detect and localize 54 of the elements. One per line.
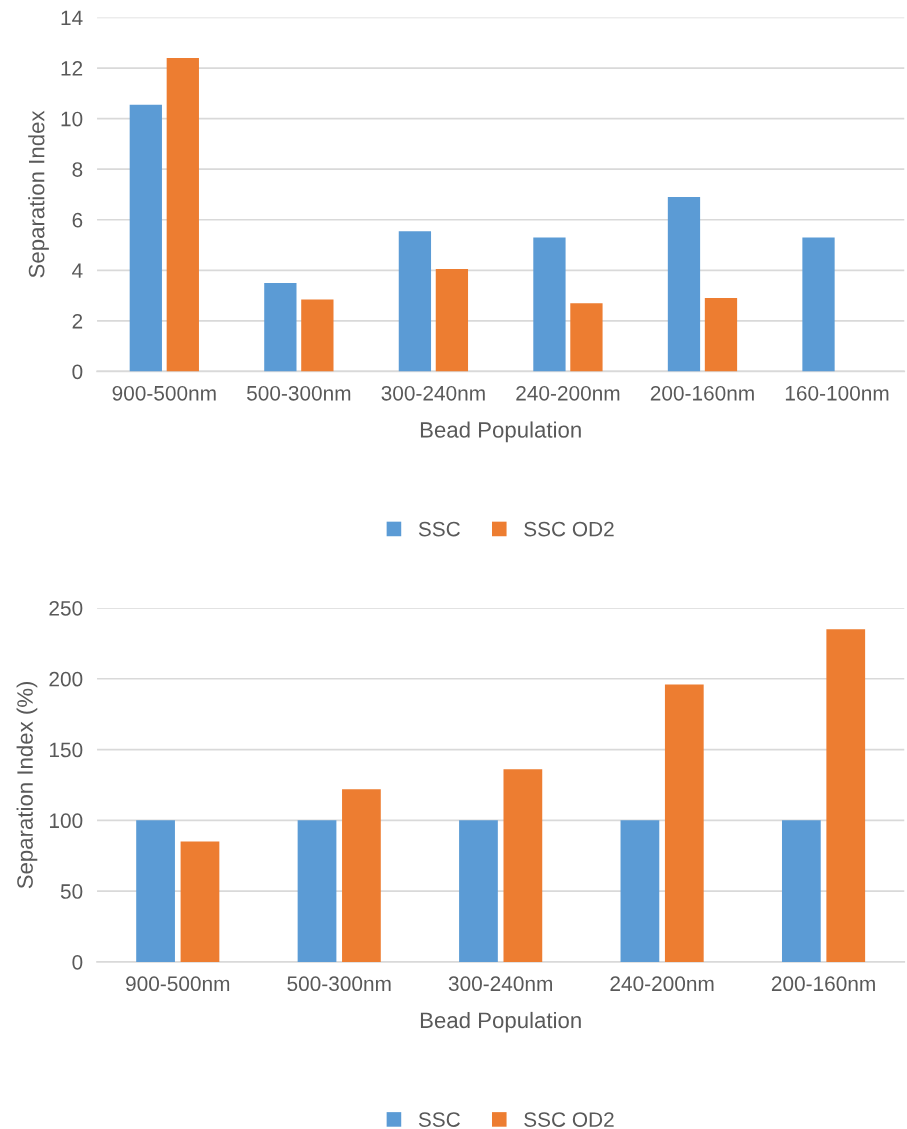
bar bbox=[570, 303, 603, 372]
y-tick-label: 250 bbox=[49, 600, 83, 616]
bar bbox=[398, 231, 432, 372]
bar bbox=[342, 789, 381, 962]
bar bbox=[664, 684, 704, 962]
x-tick-label: 240-200nm bbox=[610, 976, 714, 992]
y-tick-label: 2 bbox=[72, 313, 83, 329]
bar bbox=[129, 104, 162, 372]
x-tick-label: 240-200nm bbox=[516, 385, 620, 401]
x-axis-title: Bead Population bbox=[420, 1011, 581, 1033]
bar bbox=[297, 820, 337, 962]
bar bbox=[459, 820, 498, 962]
bar bbox=[166, 57, 199, 372]
x-tick-label: 200-160nm bbox=[771, 976, 875, 992]
bar bbox=[136, 820, 175, 962]
bar bbox=[435, 269, 469, 372]
y-axis-title: Separation Index bbox=[28, 110, 49, 278]
y-tick-label: 8 bbox=[72, 162, 83, 177]
bar bbox=[704, 298, 738, 372]
y-tick-label: 100 bbox=[49, 813, 83, 829]
bar bbox=[264, 282, 297, 372]
x-tick-label: 900-500nm bbox=[126, 976, 230, 992]
y-tick-label: 14 bbox=[61, 10, 83, 26]
bar bbox=[826, 629, 866, 962]
y-axis-title: Separation Index (%) bbox=[16, 681, 38, 889]
x-tick-label: 300-240nm bbox=[448, 976, 552, 992]
x-tick-label: 200-160nm bbox=[650, 385, 754, 401]
bar bbox=[301, 299, 334, 372]
y-tick-label: 0 bbox=[72, 364, 83, 380]
bar bbox=[180, 841, 220, 962]
x-tick-label: 900-500nm bbox=[112, 385, 216, 401]
y-tick-label: 200 bbox=[49, 671, 83, 687]
x-axis-title: Bead Population bbox=[420, 421, 581, 443]
y-tick-label: 10 bbox=[61, 111, 83, 127]
legend-label: SSC OD2 bbox=[524, 1112, 614, 1127]
y-tick-label: 50 bbox=[60, 884, 83, 899]
y-tick-label: 0 bbox=[72, 954, 83, 970]
bar bbox=[533, 237, 566, 372]
legend-label: SSC bbox=[418, 521, 460, 537]
legend-label: SSC bbox=[418, 1112, 460, 1127]
bar bbox=[781, 820, 821, 962]
x-tick-label: 500-300nm bbox=[287, 976, 391, 992]
legend-label: SSC OD2 bbox=[524, 521, 614, 537]
y-tick-label: 150 bbox=[49, 742, 83, 758]
x-tick-label: 500-300nm bbox=[247, 385, 351, 401]
bar bbox=[620, 820, 660, 962]
x-tick-label: 300-240nm bbox=[381, 385, 485, 401]
x-tick-label: 160-100nm bbox=[785, 385, 889, 401]
bar bbox=[667, 197, 701, 372]
bar bbox=[802, 237, 835, 372]
bar bbox=[503, 769, 543, 962]
y-tick-label: 4 bbox=[72, 263, 83, 278]
y-tick-label: 6 bbox=[72, 212, 83, 228]
y-tick-label: 12 bbox=[61, 61, 83, 76]
